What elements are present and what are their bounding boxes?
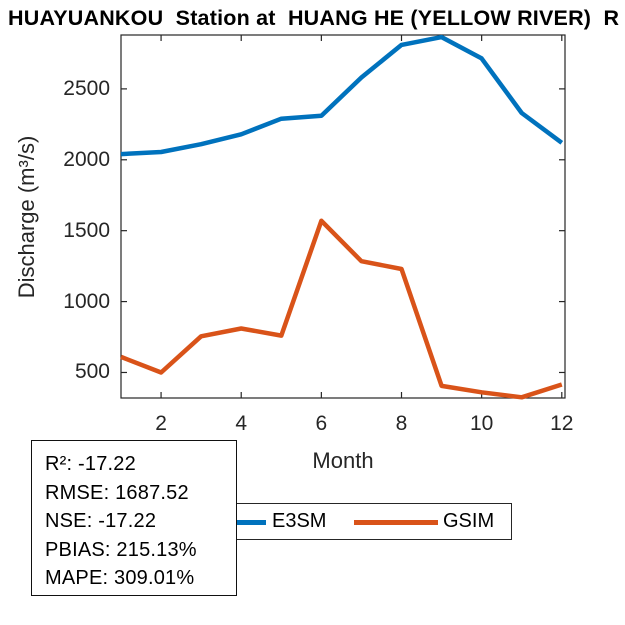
legend-label-gsim: GSIM: [443, 510, 495, 532]
plot-box: [120, 34, 566, 399]
stat-mape: MAPE: 309.01%: [45, 567, 195, 589]
legend-label-e3sm: E3SM: [272, 510, 327, 532]
stat-r2: R²: -17.22: [45, 453, 136, 475]
series-line-gsim: [120, 218, 563, 400]
x-tick-label: 2: [155, 412, 167, 435]
stat-nse: NSE: -17.22: [45, 510, 157, 532]
stats-box: R²: -17.22 RMSE: 1687.52 NSE: -17.22 PBI…: [31, 440, 237, 596]
x-tick-label: 10: [469, 412, 494, 435]
y-tick-label: 1000: [63, 289, 110, 313]
y-tick-label: 1500: [63, 218, 110, 242]
x-tick-label: 4: [235, 412, 248, 435]
y-tick-label: 500: [74, 360, 110, 384]
series-line-e3sm: [120, 34, 564, 157]
x-axis-label: Month: [312, 448, 374, 473]
y-tick-label: 2500: [63, 76, 110, 100]
stat-rmse: RMSE: 1687.52: [45, 481, 189, 504]
stat-pbias: PBIAS: 215.13%: [45, 538, 197, 561]
x-tick-label: 6: [315, 412, 328, 435]
legend-line-gsim-icon: [354, 520, 438, 525]
x-tick-label: 12: [550, 412, 574, 435]
y-tick-label: 2000: [63, 147, 110, 171]
x-tick-label: 8: [395, 412, 408, 435]
chart-title: HUAYUANKOU Station at HUANG HE (YELLOW R…: [8, 6, 620, 30]
